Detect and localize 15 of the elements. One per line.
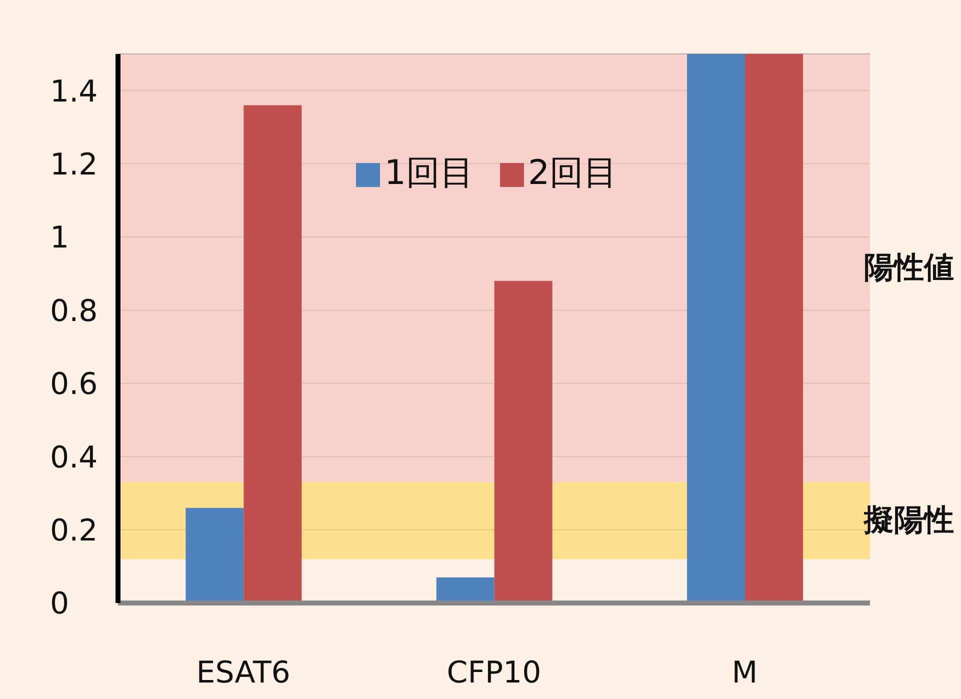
y-tick-label: 0.6 — [50, 367, 98, 402]
legend-label: 2回目 — [528, 153, 618, 193]
y-tick-label: 0 — [50, 586, 70, 622]
band-label: 擬陽性 — [863, 503, 954, 538]
y-tick-label: 1 — [50, 220, 70, 256]
y-tick-label: 0.8 — [50, 294, 98, 329]
x-tick-label: CFP10 — [446, 655, 542, 690]
x-tick-label: M — [732, 655, 758, 690]
y-tick-label: 0.2 — [50, 513, 98, 548]
y-tick-label: 1.2 — [50, 147, 98, 182]
y-tick-label: 1.4 — [50, 74, 98, 110]
band-label: 陽性値 — [864, 250, 954, 286]
legend-label: 1回目 — [384, 153, 474, 193]
y-tick-label: 0.4 — [50, 440, 98, 476]
x-tick-label: ESAT6 — [196, 655, 290, 690]
